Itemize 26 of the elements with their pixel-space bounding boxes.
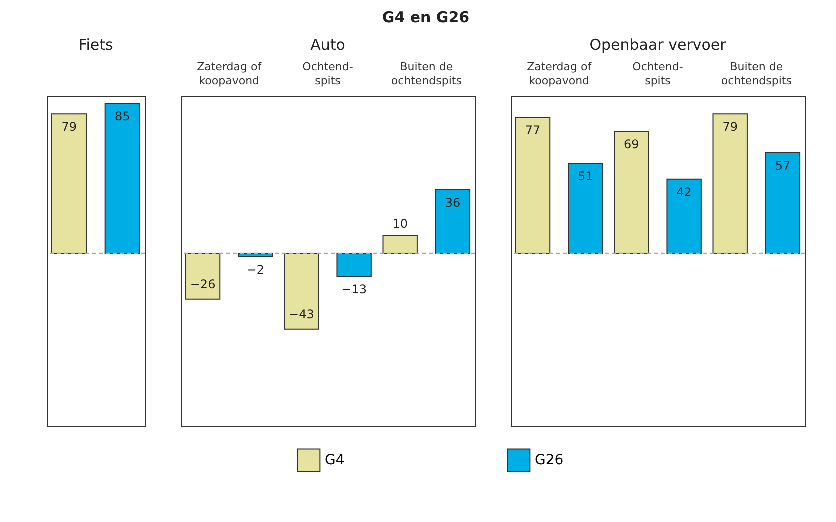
x-tick-label: Ochtend- spits	[302, 60, 354, 88]
text: G4 en G26	[382, 8, 470, 26]
data-label: 36	[445, 196, 461, 210]
x-tick-label: Zaterdag of koopavond	[197, 60, 263, 88]
x-tick-label: Buiten de ochtendspits	[391, 60, 462, 88]
chart-title: Openbaar vervoer	[590, 36, 728, 54]
chart-title: Fiets	[78, 36, 114, 54]
x-tick-label: Buiten de ochtendspits	[721, 60, 792, 88]
data-label: −43	[289, 307, 314, 322]
data-label: 42	[676, 185, 692, 200]
data-label: 79	[722, 120, 738, 134]
data-label: −2	[246, 263, 265, 278]
data-label: −13	[342, 282, 367, 296]
data-label: 79	[62, 120, 77, 134]
legend-label: G4	[325, 452, 345, 468]
chart-title: Auto	[310, 36, 346, 54]
data-label: 77	[525, 124, 541, 138]
x-tick-label: Zaterdag of koopavond	[527, 60, 593, 88]
legend-label: G26	[535, 452, 564, 468]
data-label: 51	[578, 170, 594, 184]
data-label: −26	[190, 277, 216, 292]
data-label: 10	[392, 216, 408, 231]
data-label: 57	[775, 158, 791, 173]
data-label: 69	[624, 138, 640, 152]
x-tick-label: Ochtend- spits	[632, 60, 684, 88]
data-label: 85	[115, 110, 130, 124]
